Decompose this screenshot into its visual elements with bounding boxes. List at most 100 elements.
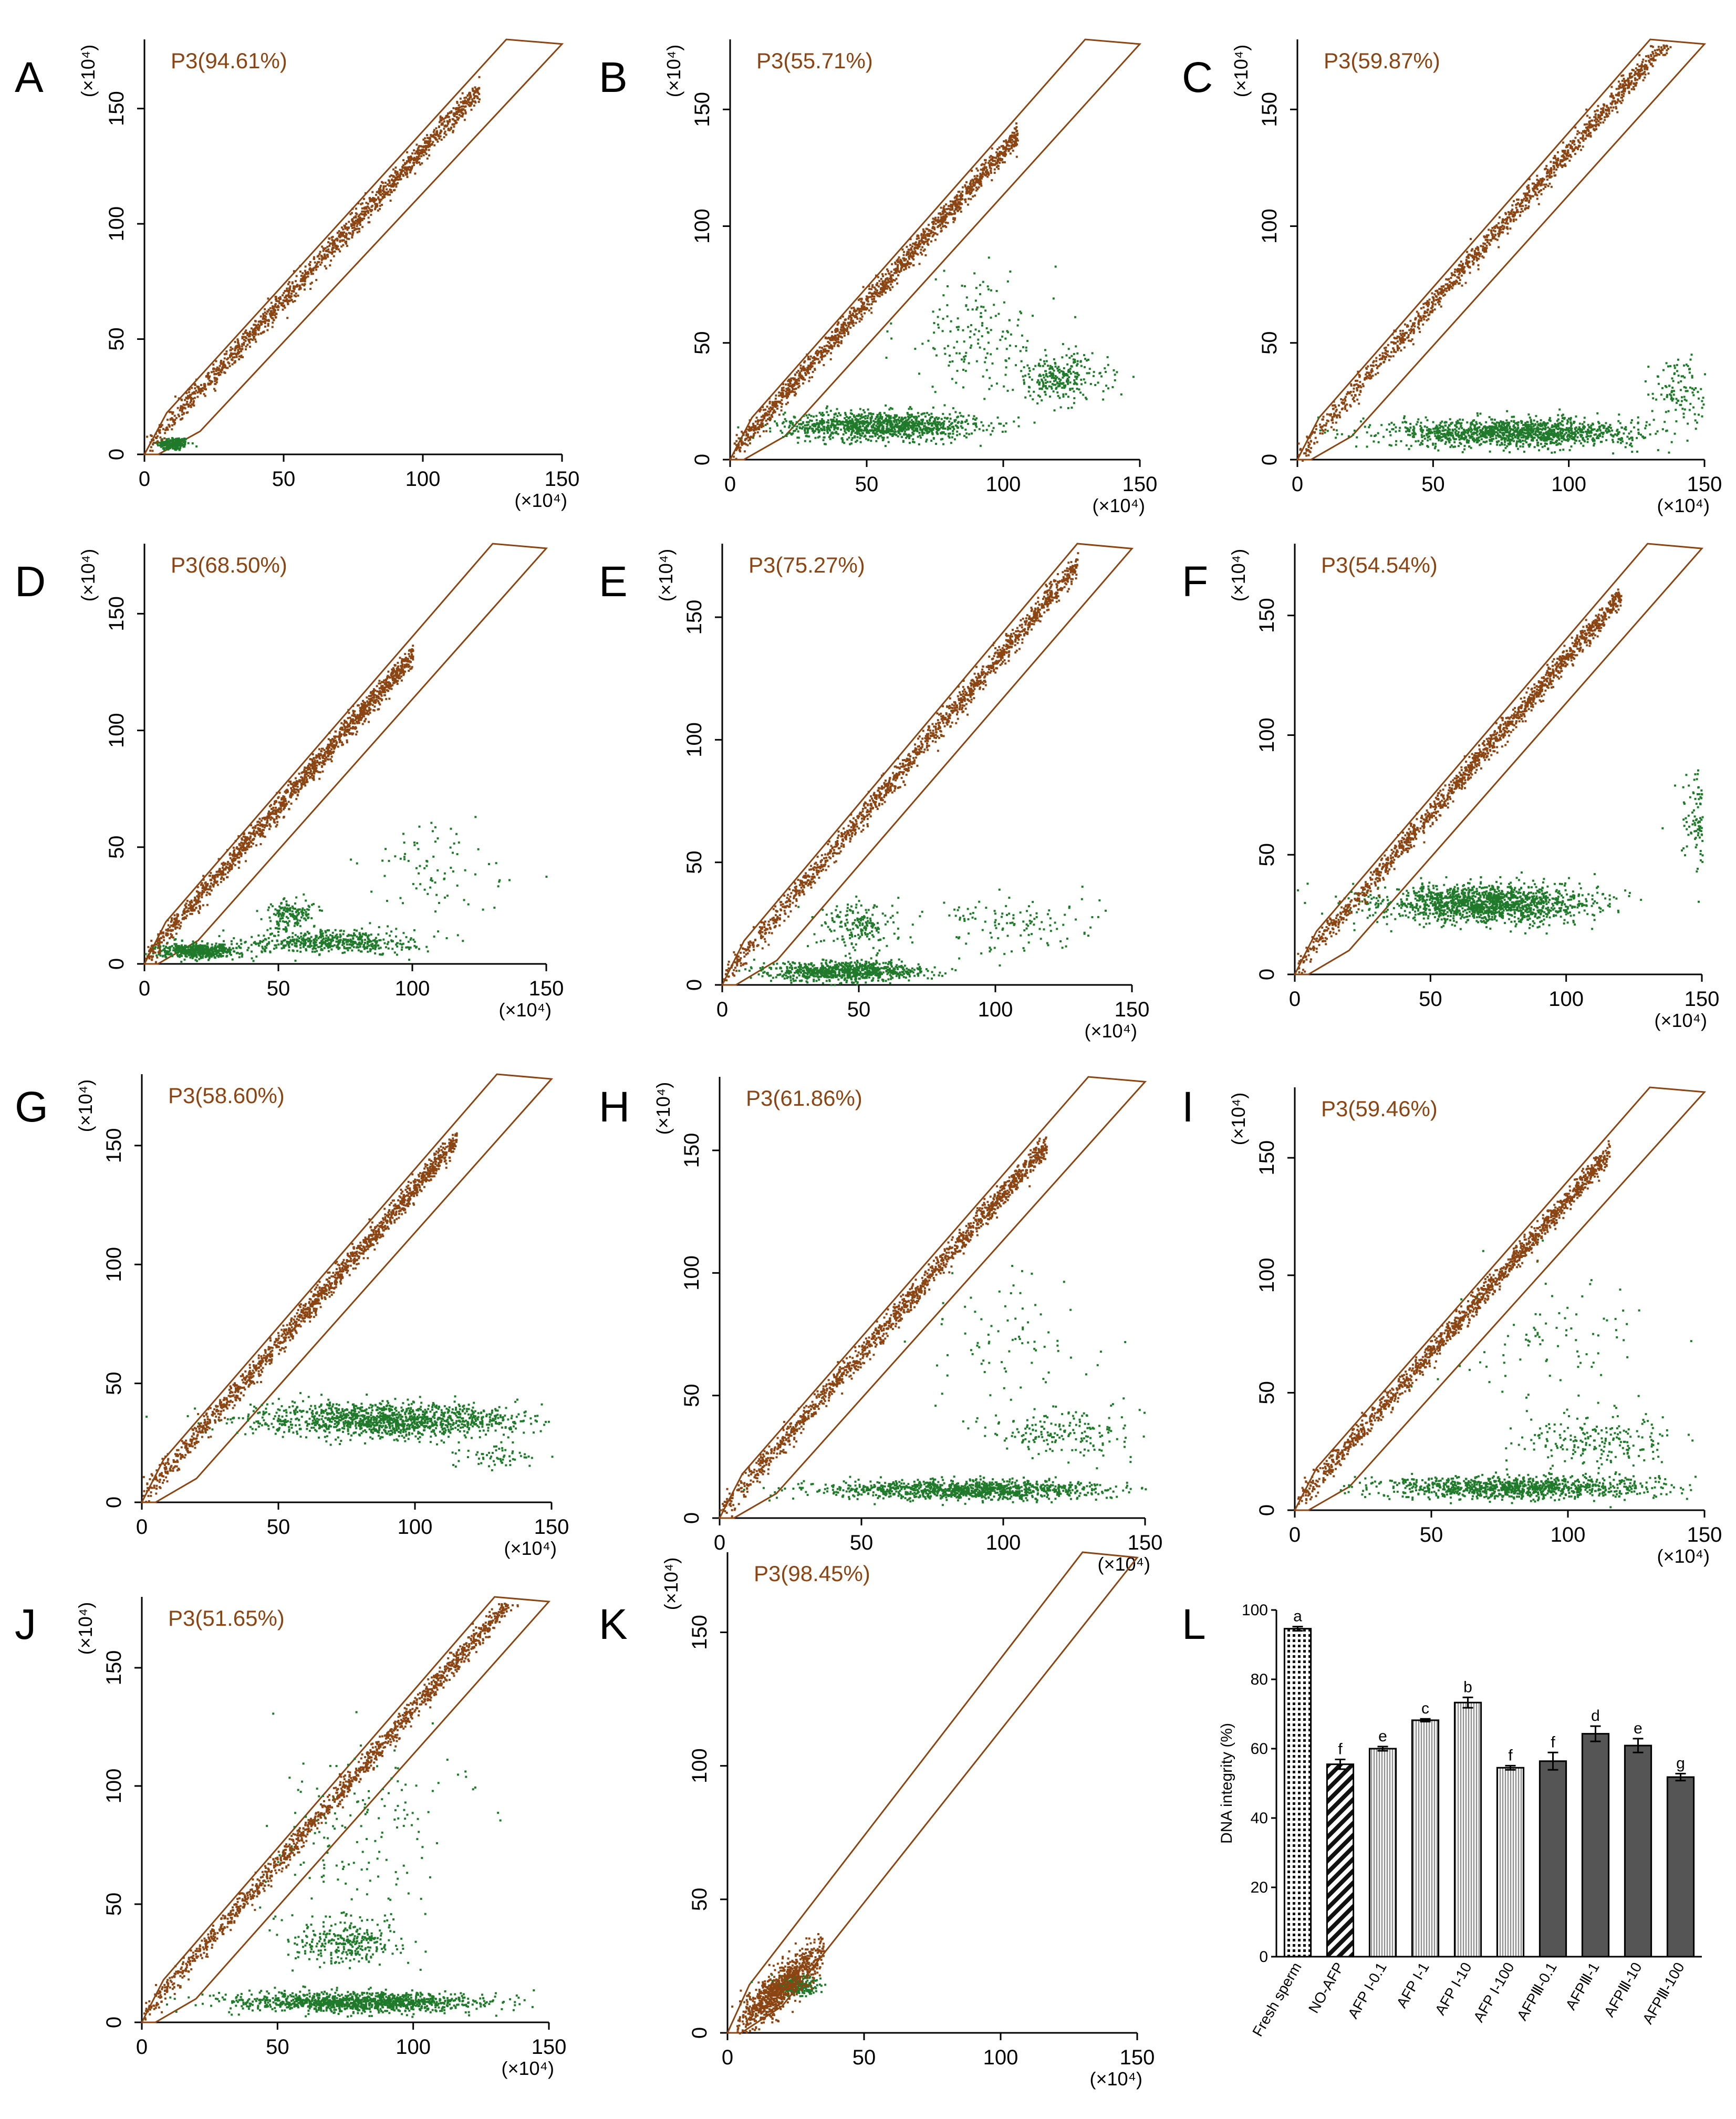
dot-in bbox=[190, 406, 192, 408]
dot-in bbox=[255, 330, 257, 332]
dot-out bbox=[942, 428, 944, 430]
dot-out bbox=[905, 422, 907, 424]
dot-in bbox=[234, 341, 236, 343]
dot-in bbox=[764, 409, 766, 411]
dot-in bbox=[837, 337, 839, 339]
dot-in bbox=[267, 323, 269, 325]
dot-out bbox=[927, 340, 929, 342]
gate-p3 bbox=[730, 39, 1140, 460]
dot-in bbox=[797, 370, 799, 372]
dot-out bbox=[1504, 441, 1506, 443]
dot-out bbox=[931, 432, 933, 434]
dot-in bbox=[877, 295, 879, 297]
dot-in bbox=[784, 395, 786, 397]
dot-out bbox=[1556, 420, 1558, 422]
dot-out bbox=[1089, 368, 1091, 370]
dot-in bbox=[429, 141, 431, 143]
dot-in bbox=[284, 307, 286, 309]
dot-in bbox=[200, 392, 202, 394]
dot-in bbox=[758, 426, 760, 428]
dot-out bbox=[932, 407, 934, 409]
dot-out bbox=[1415, 440, 1417, 442]
dot-out bbox=[818, 426, 820, 428]
y-tick-label: 150 bbox=[105, 91, 128, 126]
dot-out bbox=[952, 430, 954, 432]
dot-in bbox=[244, 336, 246, 338]
dot-out bbox=[949, 361, 951, 363]
dot-out bbox=[1045, 375, 1047, 377]
dot-in bbox=[1008, 148, 1010, 150]
dot-in bbox=[806, 370, 808, 372]
y-tick-label: 0 bbox=[691, 454, 714, 465]
dot-out bbox=[1032, 398, 1034, 400]
dot-in bbox=[232, 353, 234, 355]
dot-in bbox=[357, 219, 359, 221]
dot-in bbox=[1006, 144, 1009, 147]
dot-in bbox=[249, 335, 251, 337]
dot-in bbox=[781, 387, 783, 389]
dot-out bbox=[877, 437, 879, 439]
dot-out bbox=[786, 435, 788, 437]
dot-out bbox=[1045, 379, 1047, 381]
dot-in bbox=[264, 326, 266, 328]
dot-in bbox=[293, 290, 295, 292]
dot-out bbox=[910, 408, 912, 410]
dot-in bbox=[744, 442, 746, 444]
dot-out bbox=[1079, 391, 1082, 393]
dot-out bbox=[1403, 417, 1405, 419]
dot-in bbox=[415, 150, 418, 152]
dot-out bbox=[855, 441, 857, 443]
y-tick-label: 50 bbox=[105, 327, 128, 351]
dot-out bbox=[1479, 413, 1481, 415]
dot-in bbox=[862, 306, 865, 308]
dot-in bbox=[875, 293, 877, 295]
dot-out bbox=[980, 421, 982, 423]
dot-out bbox=[1630, 431, 1632, 433]
dot-in bbox=[755, 429, 757, 431]
dot-out bbox=[912, 433, 914, 435]
dot-out bbox=[826, 427, 828, 429]
dot-in bbox=[903, 251, 905, 253]
dot-out bbox=[956, 416, 958, 418]
dot-in bbox=[392, 185, 394, 188]
dot-out bbox=[996, 290, 998, 292]
dot-in bbox=[184, 404, 186, 406]
dot-out bbox=[175, 443, 177, 445]
dot-in bbox=[749, 442, 751, 444]
dot-in bbox=[760, 419, 762, 421]
dot-out bbox=[886, 330, 888, 333]
dot-out bbox=[828, 436, 830, 438]
dot-out bbox=[807, 417, 809, 419]
dot-out bbox=[1592, 429, 1594, 431]
dot-in bbox=[446, 124, 448, 127]
dot-in bbox=[380, 189, 382, 191]
dot-out bbox=[989, 377, 991, 379]
dot-in bbox=[791, 390, 793, 392]
dot-in bbox=[866, 308, 868, 310]
dot-in bbox=[232, 348, 234, 350]
dot-out bbox=[1049, 381, 1051, 383]
dot-out bbox=[1111, 386, 1114, 388]
dot-out bbox=[823, 414, 825, 416]
dot-in bbox=[945, 222, 947, 224]
dot-out bbox=[1086, 398, 1088, 400]
dot-in bbox=[873, 300, 875, 302]
dot-out bbox=[970, 324, 972, 326]
dot-in bbox=[289, 285, 292, 287]
dot-out bbox=[1633, 427, 1635, 429]
dot-in bbox=[203, 393, 205, 395]
dot-out bbox=[886, 426, 888, 428]
dot-in bbox=[236, 338, 238, 340]
dot-in bbox=[886, 277, 888, 279]
dot-out bbox=[1067, 378, 1069, 380]
dot-out bbox=[1009, 319, 1011, 321]
dot-in bbox=[427, 137, 429, 139]
dot-in bbox=[955, 202, 957, 204]
dot-in bbox=[166, 427, 168, 429]
dot-out bbox=[843, 433, 845, 435]
dot-out bbox=[898, 420, 900, 422]
dot-out bbox=[1053, 297, 1055, 299]
dot-in bbox=[307, 275, 309, 277]
dot-in bbox=[975, 181, 977, 183]
dot-out bbox=[804, 440, 806, 442]
